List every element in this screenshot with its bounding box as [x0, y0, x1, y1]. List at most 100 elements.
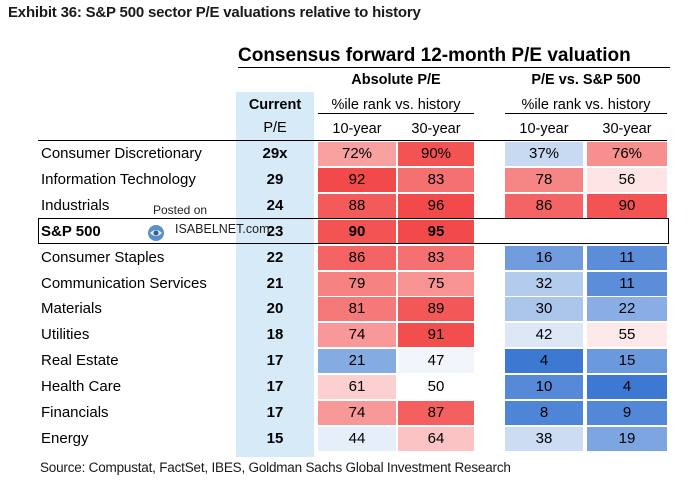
heatmap-cell-abs10: 79: [318, 271, 396, 296]
table-row: Utilities 18 74 91 42 55: [0, 322, 700, 348]
current-pe-value: 22: [266, 248, 284, 266]
rel-10yr-header: 10-year: [519, 121, 569, 137]
heatmap-cell-abs30: 50: [398, 375, 474, 400]
current-pe-value: 17: [266, 404, 284, 421]
heatmap-cell-rel10: 30: [505, 297, 583, 322]
heatmap-cell-rel30: 15: [587, 349, 667, 374]
heatmap-cell-abs30: 95: [398, 219, 474, 244]
heatmap-cell-abs10: 74: [318, 401, 396, 425]
heatmap-cell-rel30: 90: [587, 193, 667, 218]
rel-30yr-header: 30-year: [602, 121, 652, 137]
heatmap-cell-rel30: 55: [587, 323, 667, 348]
current-header-line2: P/E: [263, 120, 287, 136]
heatmap-cell-abs30: 47: [398, 349, 474, 374]
current-pe-value: 17: [266, 378, 284, 396]
table-row: Financials 17 74 87 8 9: [0, 400, 700, 426]
heatmap-cell-abs10: 44: [318, 426, 396, 451]
heatmap-cell-abs10: 21: [318, 349, 396, 374]
current-pe-value: 29: [266, 170, 284, 188]
current-pe-value: 18: [266, 326, 284, 344]
heatmap-cell-rel10: 32: [505, 271, 583, 296]
abs-10yr-header: 10-year: [332, 121, 382, 137]
rel-subheader: %ile rank vs. history: [505, 97, 667, 114]
table-row: Health Care 17 61 50 10 4: [0, 374, 700, 400]
sector-label: Consumer Discretionary: [41, 145, 202, 162]
table-row: Consumer Discretionary 29x 72% 90% 37% 76%: [0, 141, 700, 167]
isabelnet-logo-icon: [148, 225, 164, 241]
heatmap-cell-rel30: 19: [587, 426, 667, 451]
sector-label: Real Estate: [41, 352, 119, 370]
heatmap-cell-rel10: 78: [505, 167, 583, 192]
current-pe-column-bg: [236, 92, 314, 457]
table-row: Materials 20 81 89 30 22: [0, 296, 700, 322]
watermark-line1: Posted on: [153, 203, 208, 217]
heatmap-cell-abs10: 74: [318, 323, 396, 348]
heatmap-cell-abs30: 75: [398, 271, 474, 296]
table-row: Industrials 24 88 96 86 90: [0, 193, 700, 219]
heatmap-cell-abs30: 83: [398, 245, 474, 270]
heatmap-cell-rel10: 10: [505, 375, 583, 400]
table-row: S&P 500 23 90 95: [0, 219, 700, 245]
abs-subheader: %ile rank vs. history: [318, 97, 474, 114]
heatmap-cell-rel30: 4: [587, 375, 667, 400]
absolute-pe-header: Absolute P/E: [351, 72, 441, 88]
heatmap-cell-abs10: 86: [318, 245, 396, 270]
heatmap-cell-rel30: 56: [587, 167, 667, 192]
heatmap-cell-rel10: 16: [505, 245, 583, 270]
heatmap-cell-abs30: 96: [398, 193, 474, 218]
abs-30yr-header: 30-year: [411, 121, 461, 137]
heatmap-cell-abs30: 91: [398, 323, 474, 348]
table-row: Real Estate 17 21 47 4 15: [0, 348, 700, 374]
heatmap-cell-abs30: 83: [398, 167, 474, 192]
heatmap-cell-rel30: 11: [587, 245, 667, 270]
sector-label: Materials: [41, 300, 102, 318]
table-row: Information Technology 29 92 83 78 56: [0, 167, 700, 193]
heatmap-cell-rel10: 42: [505, 323, 583, 348]
heatmap-cell-rel10: 86: [505, 193, 583, 218]
heatmap-cell-abs10: 92: [318, 167, 396, 192]
heatmap-cell-abs30: 87: [398, 401, 474, 425]
table-row: Communication Services 21 79 75 32 11: [0, 271, 700, 297]
heatmap-cell-rel10: 38: [505, 426, 583, 451]
source-note: Source: Compustat, FactSet, IBES, Goldma…: [40, 460, 511, 475]
table-row: Energy 15 44 64 38 19: [0, 426, 700, 452]
current-pe-value: 23: [266, 222, 284, 240]
heatmap-cell-abs30: 90%: [398, 142, 474, 166]
current-pe-value: 17: [266, 352, 284, 370]
heatmap-cell-rel10: 4: [505, 349, 583, 374]
current-pe-value: 15: [266, 429, 284, 447]
heatmap-cell-abs10: 81: [318, 297, 396, 322]
heatmap-cell-rel10: 8: [505, 401, 583, 425]
table-title: Consensus forward 12-month P/E valuation: [238, 45, 670, 68]
sector-label: Industrials: [41, 196, 110, 214]
current-pe-value: 21: [266, 274, 284, 292]
table-row: Consumer Staples 22 86 83 16 11: [0, 245, 700, 271]
sector-label: Financials: [41, 404, 109, 421]
exhibit-title: Exhibit 36: S&P 500 sector P/E valuation…: [8, 4, 421, 21]
heatmap-cell-rel30: 9: [587, 401, 667, 425]
current-pe-value: 24: [266, 196, 284, 214]
current-pe-value: 20: [266, 300, 284, 318]
heatmap-cell-rel10: 37%: [505, 142, 583, 166]
heatmap-cell-abs10: 72%: [318, 142, 396, 166]
heatmap-cell-abs10: 88: [318, 193, 396, 218]
sector-label: Communication Services: [41, 274, 207, 292]
heatmap-cell-abs10: 90: [318, 219, 396, 244]
sp500-row-outline: [38, 218, 669, 244]
relative-pe-header: P/E vs. S&P 500: [531, 72, 641, 88]
current-header-line1: Current: [248, 97, 302, 113]
sector-label: Consumer Staples: [41, 248, 165, 266]
sector-label: S&P 500: [41, 222, 101, 240]
heatmap-cell-abs30: 64: [398, 426, 474, 451]
sector-label: Utilities: [41, 326, 90, 344]
sector-label: Energy: [41, 429, 89, 447]
watermark-line2: ISABELNET.com: [175, 222, 270, 236]
sector-label: Health Care: [41, 378, 122, 396]
heatmap-cell-abs30: 89: [398, 297, 474, 322]
heatmap-cell-rel30: 11: [587, 271, 667, 296]
header-divider: [38, 140, 667, 141]
heatmap-cell-rel30: 22: [587, 297, 667, 322]
heatmap-cell-rel30: 76%: [587, 142, 667, 166]
sector-label: Information Technology: [41, 170, 196, 188]
current-pe-value: 29x: [262, 145, 288, 162]
